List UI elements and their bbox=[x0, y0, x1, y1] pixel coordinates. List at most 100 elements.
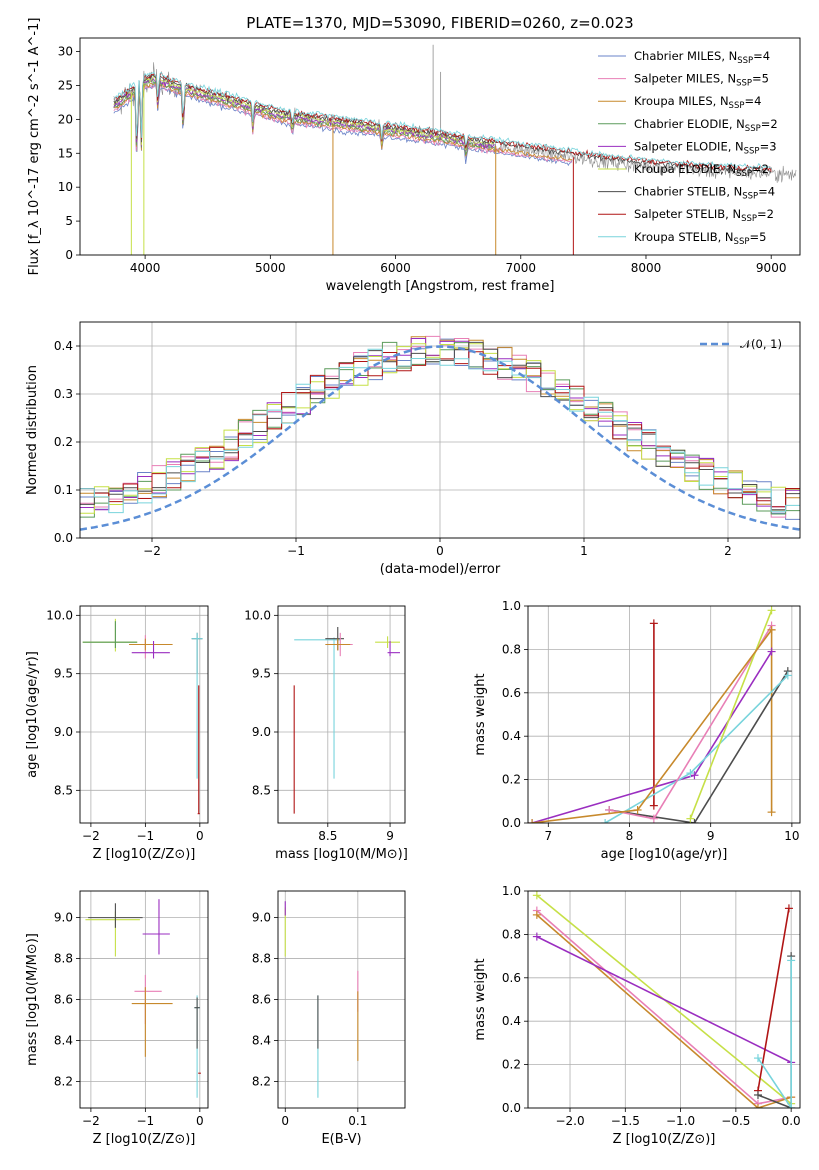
residuals-plot-area bbox=[80, 335, 800, 531]
mass-vs-ebv-axes: 0 0.1 8.2 8.4 8.6 8.8 9.0 E(B-V) bbox=[252, 890, 406, 1147]
y-tick-label: 0.2 bbox=[502, 773, 521, 787]
y-axis-label: Flux [f_λ 10^-17 erg cm^-2 s^-1 A^-1] bbox=[27, 18, 42, 276]
x-tick-label: 7 bbox=[544, 829, 552, 843]
y-tick-label: 9.5 bbox=[252, 667, 271, 681]
legend-label: Kroupa STELIB, NSSP=5 bbox=[634, 230, 766, 247]
x-tick-label: 2 bbox=[724, 544, 732, 558]
axes-frame bbox=[277, 890, 406, 1109]
weight-line bbox=[689, 610, 773, 819]
x-tick-label: −2 bbox=[82, 1114, 100, 1128]
y-tick-label: 0.0 bbox=[54, 531, 73, 545]
y-tick-label: 8.2 bbox=[54, 1074, 73, 1088]
x-tick-label: −2.0 bbox=[555, 1114, 584, 1128]
y-tick-label: 8.5 bbox=[252, 783, 271, 797]
x-tick-label: 4000 bbox=[130, 261, 161, 275]
legend-label: 𝒩(0, 1) bbox=[740, 337, 782, 351]
model-spectrum bbox=[113, 77, 495, 151]
x-tick-label: −1.5 bbox=[611, 1114, 640, 1128]
y-tick-label: 0.4 bbox=[54, 339, 73, 353]
y-tick-label: 10.0 bbox=[244, 608, 271, 622]
x-tick-label: −1.0 bbox=[666, 1114, 695, 1128]
age-vs-Z-axes: −2 −1 0 8.5 9.0 9.5 10.0 Z [log10(Z/Z⊙)] age [lo… bbox=[25, 605, 209, 862]
y-tick-label: 10.0 bbox=[46, 608, 73, 622]
y-tick-label: 9.0 bbox=[54, 725, 73, 739]
y-tick-label: 25 bbox=[58, 78, 73, 92]
x-tick-label: 8 bbox=[626, 829, 634, 843]
y-tick-label: 0.6 bbox=[502, 971, 521, 985]
legend-label: Salpeter ELODIE, NSSP=3 bbox=[634, 139, 777, 156]
residuals-legend: 𝒩(0, 1) bbox=[700, 337, 782, 351]
y-tick-label: 0.8 bbox=[502, 927, 521, 941]
x-tick-label: 9 bbox=[707, 829, 715, 843]
y-tick-label: 1.0 bbox=[502, 884, 521, 898]
y-axis-label: age [log10(age/yr)] bbox=[25, 651, 40, 778]
y-axis-label: mass [log10(M/M⊙)] bbox=[25, 933, 40, 1066]
axes-frame bbox=[527, 605, 801, 824]
age-vs-mass-axes: 8.5 9 8.5 9.0 9.5 10.0 mass [log10(M/M⊙)] bbox=[244, 605, 408, 862]
mass-vs-Z-axes: −2 −1 0 8.2 8.4 8.6 8.8 9.0 Z [log10(Z/Z⊙)] mass … bbox=[25, 890, 209, 1147]
spectrum-legend: Chabrier MILES, NSSP=4 Salpeter MILES, NS… bbox=[598, 49, 778, 247]
y-tick-label: 8.4 bbox=[252, 1033, 271, 1047]
axes-frame bbox=[79, 37, 801, 256]
axes-frame bbox=[79, 605, 209, 824]
x-tick-label: 7000 bbox=[505, 261, 536, 275]
x-tick-label: −1 bbox=[137, 1114, 155, 1128]
y-tick-label: 9.5 bbox=[54, 667, 73, 681]
y-tick-label: 0.3 bbox=[54, 387, 73, 401]
y-tick-label: 0.2 bbox=[502, 1058, 521, 1072]
weight-line bbox=[757, 960, 793, 1108]
y-tick-label: 5 bbox=[65, 214, 73, 228]
axes-frame bbox=[79, 890, 209, 1109]
x-tick-label: 9000 bbox=[756, 261, 787, 275]
y-tick-label: 8.6 bbox=[54, 993, 73, 1007]
normal-curve bbox=[80, 345, 800, 531]
legend-label: Chabrier MILES, NSSP=4 bbox=[634, 49, 770, 66]
y-tick-label: 1.0 bbox=[502, 599, 521, 613]
x-tick-label: −2 bbox=[143, 544, 161, 558]
massweight-vs-Z-plot-area bbox=[532, 891, 796, 1108]
x-axis-label: Z [log10(Z/Z⊙)] bbox=[613, 1132, 716, 1147]
x-tick-label: 0.0 bbox=[782, 1114, 801, 1128]
x-tick-label: 6000 bbox=[380, 261, 411, 275]
x-tick-label: 8.5 bbox=[318, 829, 337, 843]
x-tick-label: 8000 bbox=[631, 261, 662, 275]
residuals-axes: −2 −1 0 1 2 0.0 0.1 0.2 0.3 0.4 (data-model)/error… bbox=[25, 321, 801, 577]
y-tick-label: 30 bbox=[58, 45, 73, 59]
x-tick-label: −1 bbox=[137, 829, 155, 843]
x-tick-label: 0 bbox=[281, 1114, 289, 1128]
x-axis-label: E(B-V) bbox=[321, 1132, 361, 1147]
model-spectrum bbox=[113, 71, 772, 170]
y-tick-label: 0.8 bbox=[502, 642, 521, 656]
massweight-vs-age-plot-area bbox=[528, 606, 792, 823]
legend-label: Chabrier ELODIE, NSSP=2 bbox=[634, 117, 778, 134]
model-spectrum bbox=[113, 75, 495, 151]
y-axis-label: mass weight bbox=[473, 958, 488, 1040]
y-tick-label: 8.2 bbox=[252, 1074, 271, 1088]
x-tick-label: 0 bbox=[196, 1114, 204, 1128]
weight-line bbox=[536, 935, 792, 1064]
x-axis-label: wavelength [Angstrom, rest frame] bbox=[326, 279, 555, 294]
y-tick-label: 0.1 bbox=[54, 483, 73, 497]
mass-vs-ebv-plot-area bbox=[284, 901, 359, 1098]
y-tick-label: 15 bbox=[58, 146, 73, 160]
x-tick-label: −0.5 bbox=[721, 1114, 750, 1128]
axes-frame bbox=[527, 890, 801, 1109]
legend-label: Kroupa ELODIE, NSSP=2 bbox=[634, 162, 769, 179]
x-tick-label: −1 bbox=[287, 544, 305, 558]
weight-line bbox=[536, 914, 792, 1108]
y-axis-label: Normed distribution bbox=[25, 365, 40, 495]
x-axis-label: Z [log10(Z/Z⊙)] bbox=[93, 1132, 196, 1147]
age-vs-mass-plot-area bbox=[293, 627, 401, 814]
x-tick-label: 10 bbox=[784, 829, 799, 843]
x-tick-label: 0 bbox=[196, 829, 204, 843]
axes-frame bbox=[79, 321, 801, 539]
x-axis-label: age [log10(age/yr)] bbox=[601, 847, 728, 862]
x-tick-label: 1 bbox=[580, 544, 588, 558]
y-tick-label: 8.4 bbox=[54, 1033, 73, 1047]
y-tick-label: 8.5 bbox=[54, 783, 73, 797]
x-axis-label: (data-model)/error bbox=[380, 562, 501, 577]
y-tick-label: 0.0 bbox=[502, 816, 521, 830]
x-axis-label: Z [log10(Z/Z⊙)] bbox=[93, 847, 196, 862]
y-tick-label: 0.6 bbox=[502, 686, 521, 700]
